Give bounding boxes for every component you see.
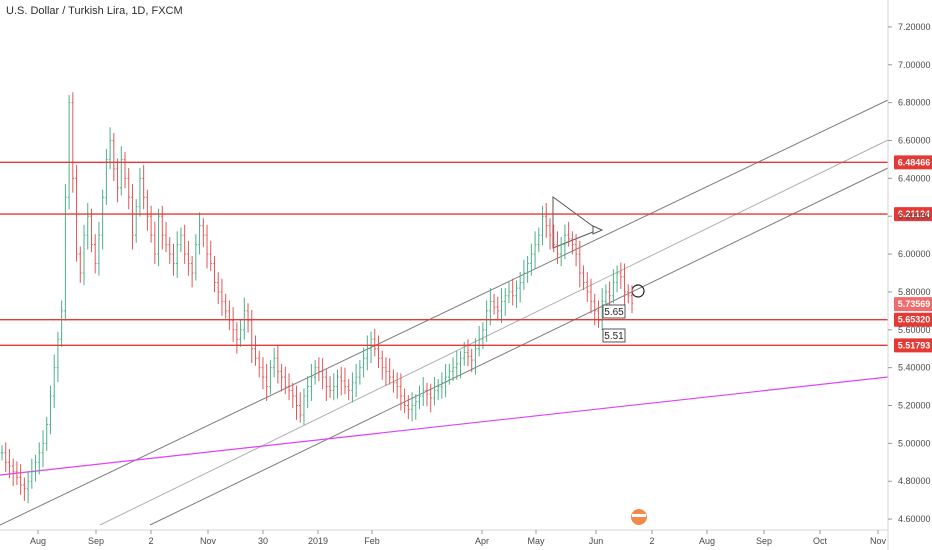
y-tick-label: 5.00000 xyxy=(898,438,931,448)
triangle-pattern xyxy=(552,196,600,249)
x-tick-label: Oct xyxy=(813,536,828,546)
y-tick-label: 7.00000 xyxy=(898,60,931,70)
horizontal-levels: 6.48466 6.21124 5.65320 5.51793 5.73569 xyxy=(0,155,932,353)
long-term-trend-line xyxy=(0,376,889,476)
x-tick-label: 2019 xyxy=(308,536,328,546)
x-tick-label: 30 xyxy=(258,536,268,546)
x-tick-label: Aug xyxy=(699,536,715,546)
trend-lines xyxy=(0,99,889,526)
price-note-label: 5.65 xyxy=(604,307,624,318)
last-price-label: 5.73569 xyxy=(898,299,931,309)
x-tick-label: Feb xyxy=(364,536,380,546)
x-tick-label: Sep xyxy=(88,536,104,546)
y-tick-label: 5.20000 xyxy=(898,401,931,411)
x-tick-label: 2 xyxy=(649,536,654,546)
x-tick-label: Nov xyxy=(870,536,887,546)
level-tag-label: 6.48466 xyxy=(898,157,931,167)
channel-upper-line xyxy=(0,99,889,526)
price-note-box xyxy=(602,328,626,343)
channel-middle-line xyxy=(99,139,889,526)
candles xyxy=(0,92,634,504)
x-tick-label: Sep xyxy=(756,536,772,546)
last-price-tag xyxy=(894,297,932,312)
x-tick-label: Nov xyxy=(200,536,217,546)
x-tick-label: Aug xyxy=(30,536,46,546)
y-tick-label: 6.00000 xyxy=(898,249,931,259)
y-tick-label: 5.60000 xyxy=(898,325,931,335)
y-tick-label: 6.60000 xyxy=(898,136,931,146)
triangle-arrow-icon xyxy=(592,225,604,235)
channel-lower-line xyxy=(149,167,889,526)
y-tick-label: 5.40000 xyxy=(898,363,931,373)
x-tick-label: Apr xyxy=(475,536,489,546)
events-badge-stripe xyxy=(632,514,646,517)
chart-title: U.S. Dollar / Turkish Lira, 1D, FXCM xyxy=(6,5,183,17)
x-tick-label: 2 xyxy=(148,536,153,546)
x-tick-label: Jun xyxy=(589,536,604,546)
level-tag xyxy=(894,312,932,327)
x-tick-label: May xyxy=(527,536,545,546)
annotations: 5.65 5.51 xyxy=(602,304,647,525)
y-tick-label: 4.80000 xyxy=(898,476,931,486)
price-note-box xyxy=(602,304,626,319)
price-note-label: 5.51 xyxy=(604,331,624,342)
y-tick-label: 7.20000 xyxy=(898,22,931,32)
level-tag-label: 5.65320 xyxy=(898,315,931,325)
level-tag-label: 6.21124 xyxy=(898,209,930,219)
level-tag xyxy=(894,338,932,353)
level-tag xyxy=(894,155,932,170)
y-tick-label: 4.60000 xyxy=(898,514,931,524)
y-tick-label: 6.40000 xyxy=(898,173,931,183)
level-tag-label: 5.51793 xyxy=(898,340,931,350)
level-tag xyxy=(894,207,932,222)
y-tick-label: 5.80000 xyxy=(898,287,931,297)
y-tick-label: 6.80000 xyxy=(898,98,931,108)
y-tick-label: 6.20000 xyxy=(898,211,931,221)
